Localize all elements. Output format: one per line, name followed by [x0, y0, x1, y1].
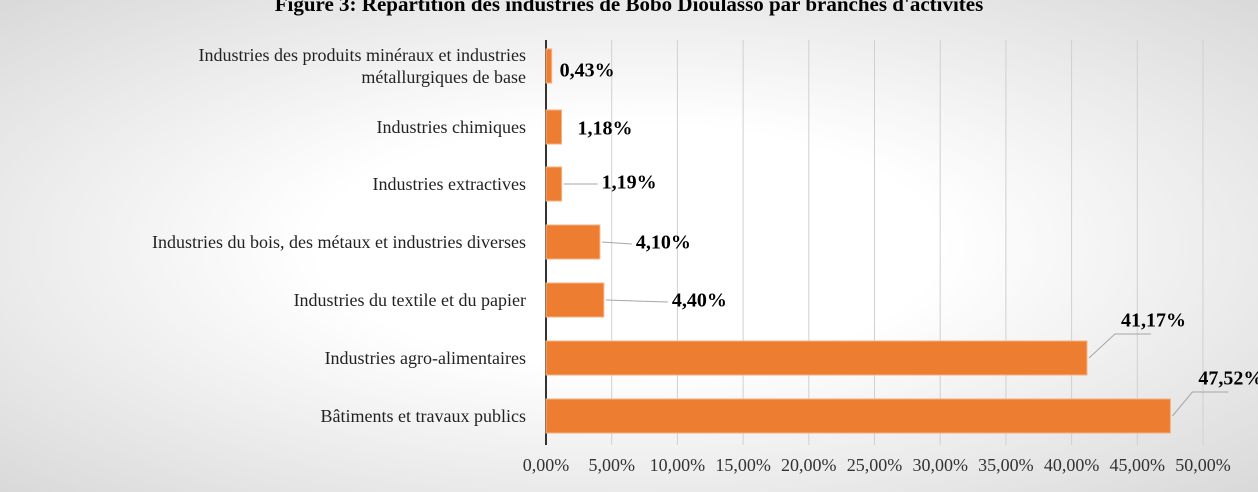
x-tick-label: 45,00%	[1110, 455, 1166, 475]
bar	[545, 109, 563, 145]
x-tick-label: 15,00%	[715, 455, 771, 475]
bar	[545, 224, 601, 260]
data-label: 0,43%	[560, 60, 615, 82]
data-label: 1,19%	[602, 172, 657, 194]
leader-line	[601, 241, 632, 245]
x-tick-label: 40,00%	[1044, 455, 1100, 475]
x-tick-label: 25,00%	[847, 455, 903, 475]
y-tick-label: Industries agro-alimentaires	[324, 348, 526, 368]
bar	[545, 282, 605, 318]
x-tick-label: 30,00%	[912, 455, 968, 475]
data-label: 1,18%	[578, 118, 633, 140]
y-tick-label: Industries chimiques	[376, 117, 526, 137]
x-tick-label: 50,00%	[1175, 455, 1231, 475]
bar	[545, 398, 1171, 434]
bar	[545, 48, 553, 84]
y-tick-label: Industries des produits minéraux et indu…	[198, 45, 526, 87]
x-tick-label: 20,00%	[781, 455, 837, 475]
leader-line	[605, 299, 668, 303]
leader-line	[1172, 391, 1229, 417]
x-tick-label: 5,00%	[588, 455, 635, 475]
data-label: 4,40%	[672, 290, 727, 312]
x-tick-label: 0,00%	[523, 455, 570, 475]
data-label: 4,10%	[636, 232, 691, 254]
data-label: 41,17%	[1121, 310, 1186, 332]
y-tick-label: Industries du textile et du papier	[293, 290, 526, 310]
bar	[545, 340, 1088, 376]
chart-title: Figure 3: Répartition des industries de …	[275, 0, 984, 16]
y-tick-label: Industries du bois, des métaux et indust…	[152, 232, 526, 252]
y-tick-label: Industries extractives	[372, 174, 526, 194]
bar	[545, 166, 563, 202]
y-tick-label: Bâtiments et travaux publics	[320, 406, 526, 426]
x-tick-label: 35,00%	[978, 455, 1034, 475]
data-label: 47,52%	[1198, 368, 1258, 390]
x-tick-label: 10,00%	[650, 455, 706, 475]
leader-line	[1088, 333, 1151, 359]
